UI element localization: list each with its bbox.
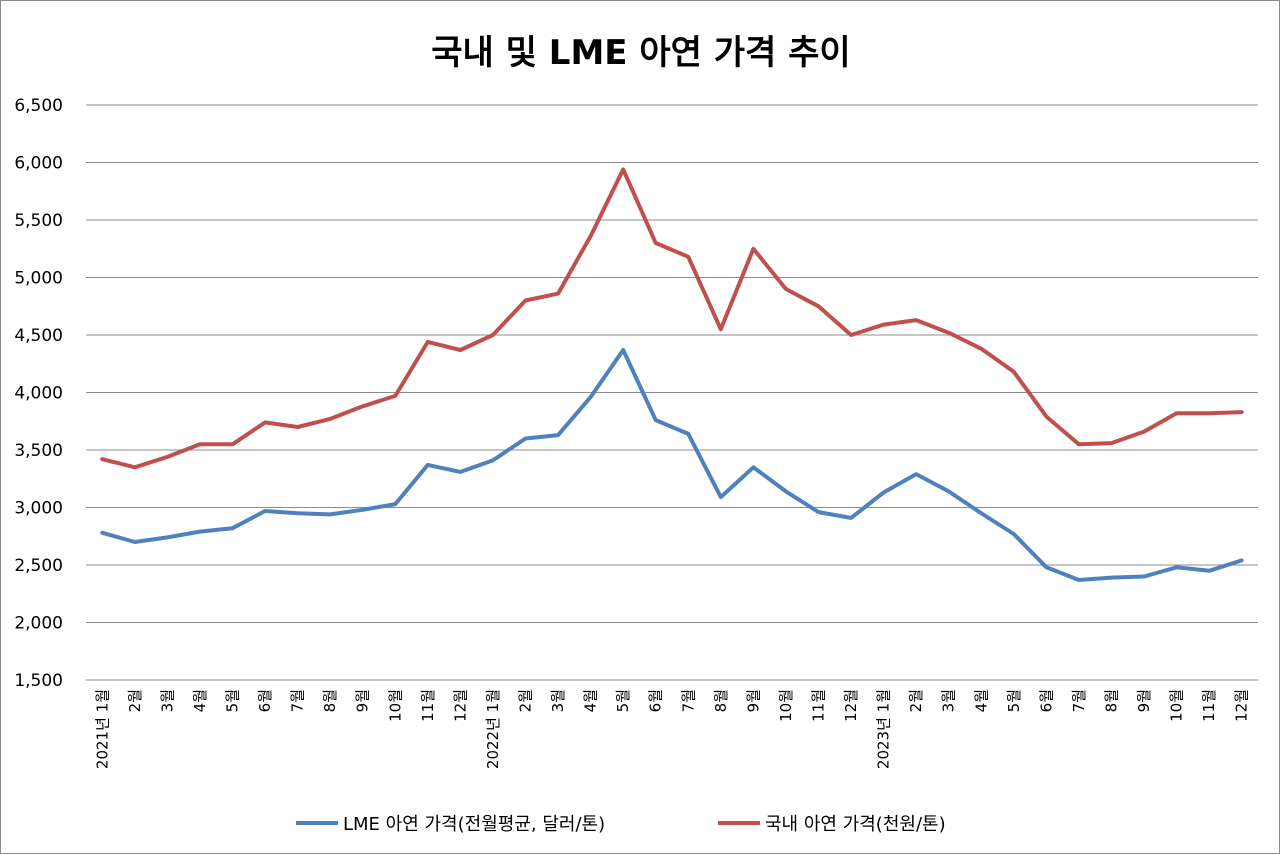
x-tick-label: 6월 bbox=[1037, 689, 1055, 712]
x-tick-label: 8월 bbox=[712, 689, 730, 712]
x-tick-label: 7월 bbox=[679, 689, 697, 712]
y-tick-label: 6,000 bbox=[14, 154, 63, 174]
series-line-domestic bbox=[100, 167, 1244, 470]
x-tick-label: 4월 bbox=[972, 689, 990, 712]
y-tick-label: 5,000 bbox=[14, 269, 63, 289]
x-tick-label: 6월 bbox=[256, 689, 274, 712]
x-axis-ticks: 2021년 1월 2월 3월 4월 5월 6월 7월 8월 9월 10월 11월 12월 2022년 1… bbox=[93, 689, 1250, 769]
x-tick-label: 2023년 1월 bbox=[875, 689, 893, 769]
y-tick-label: 4,500 bbox=[14, 326, 63, 346]
x-tick-label: 2021년 1월 bbox=[93, 689, 111, 769]
chart-title: 국내 및 LME 아연 가격 추이 bbox=[431, 33, 850, 73]
x-tick-label: 7월 bbox=[289, 689, 307, 712]
x-tick-label: 3월 bbox=[549, 689, 567, 712]
x-tick-label: 8월 bbox=[1103, 689, 1121, 712]
series-line-lme bbox=[100, 348, 1244, 582]
x-tick-label: 3월 bbox=[940, 689, 958, 712]
x-tick-label: 9월 bbox=[1135, 689, 1153, 712]
legend: LME 아연 가격(전월평균, 달러/톤) 국내 아연 가격(천원/톤) bbox=[296, 814, 946, 835]
x-tick-label: 9월 bbox=[744, 689, 762, 712]
x-tick-label: 2월 bbox=[126, 689, 144, 712]
x-tick-label: 12월 bbox=[1233, 689, 1251, 722]
x-tick-label: 7월 bbox=[1070, 689, 1088, 712]
x-tick-label: 10월 bbox=[386, 689, 404, 722]
x-tick-label: 8월 bbox=[321, 689, 339, 712]
x-tick-label: 2월 bbox=[517, 689, 535, 712]
x-tick-label: 4월 bbox=[582, 689, 600, 712]
y-tick-label: 2,000 bbox=[14, 614, 63, 634]
y-tick-label: 3,500 bbox=[14, 441, 63, 461]
y-tick-label: 2,500 bbox=[14, 556, 63, 576]
x-tick-label: 5월 bbox=[614, 689, 632, 712]
x-tick-label: 9월 bbox=[354, 689, 372, 712]
x-tick-label: 2월 bbox=[907, 689, 925, 712]
x-tick-label: 5월 bbox=[1005, 689, 1023, 712]
x-tick-label: 6월 bbox=[647, 689, 665, 712]
x-tick-label: 12월 bbox=[842, 689, 860, 722]
y-tick-label: 6,500 bbox=[14, 96, 63, 116]
x-tick-label: 2022년 1월 bbox=[484, 689, 502, 769]
x-tick-label: 10월 bbox=[1168, 689, 1186, 722]
series-lines bbox=[100, 167, 1244, 582]
x-tick-label: 11월 bbox=[419, 689, 437, 722]
y-tick-label: 3,000 bbox=[14, 499, 63, 519]
x-tick-label: 11월 bbox=[810, 689, 828, 722]
y-tick-label: 1,500 bbox=[14, 671, 63, 691]
x-tick-label: 11월 bbox=[1200, 689, 1218, 722]
x-tick-label: 5월 bbox=[224, 689, 242, 712]
x-tick-label: 4월 bbox=[191, 689, 209, 712]
gridlines bbox=[86, 104, 1258, 681]
legend-label-lme: LME 아연 가격(전월평균, 달러/톤) bbox=[343, 814, 605, 835]
x-tick-label: 12월 bbox=[451, 689, 469, 722]
y-axis-ticks: 1,500 2,000 2,500 3,000 3,500 4,000 4,500 5,000… bbox=[14, 96, 63, 691]
x-tick-label: 3월 bbox=[158, 689, 176, 712]
legend-label-domestic: 국내 아연 가격(천원/톤) bbox=[765, 814, 946, 835]
y-tick-label: 4,000 bbox=[14, 384, 63, 404]
y-tick-label: 5,500 bbox=[14, 211, 63, 231]
x-tick-label: 10월 bbox=[777, 689, 795, 722]
